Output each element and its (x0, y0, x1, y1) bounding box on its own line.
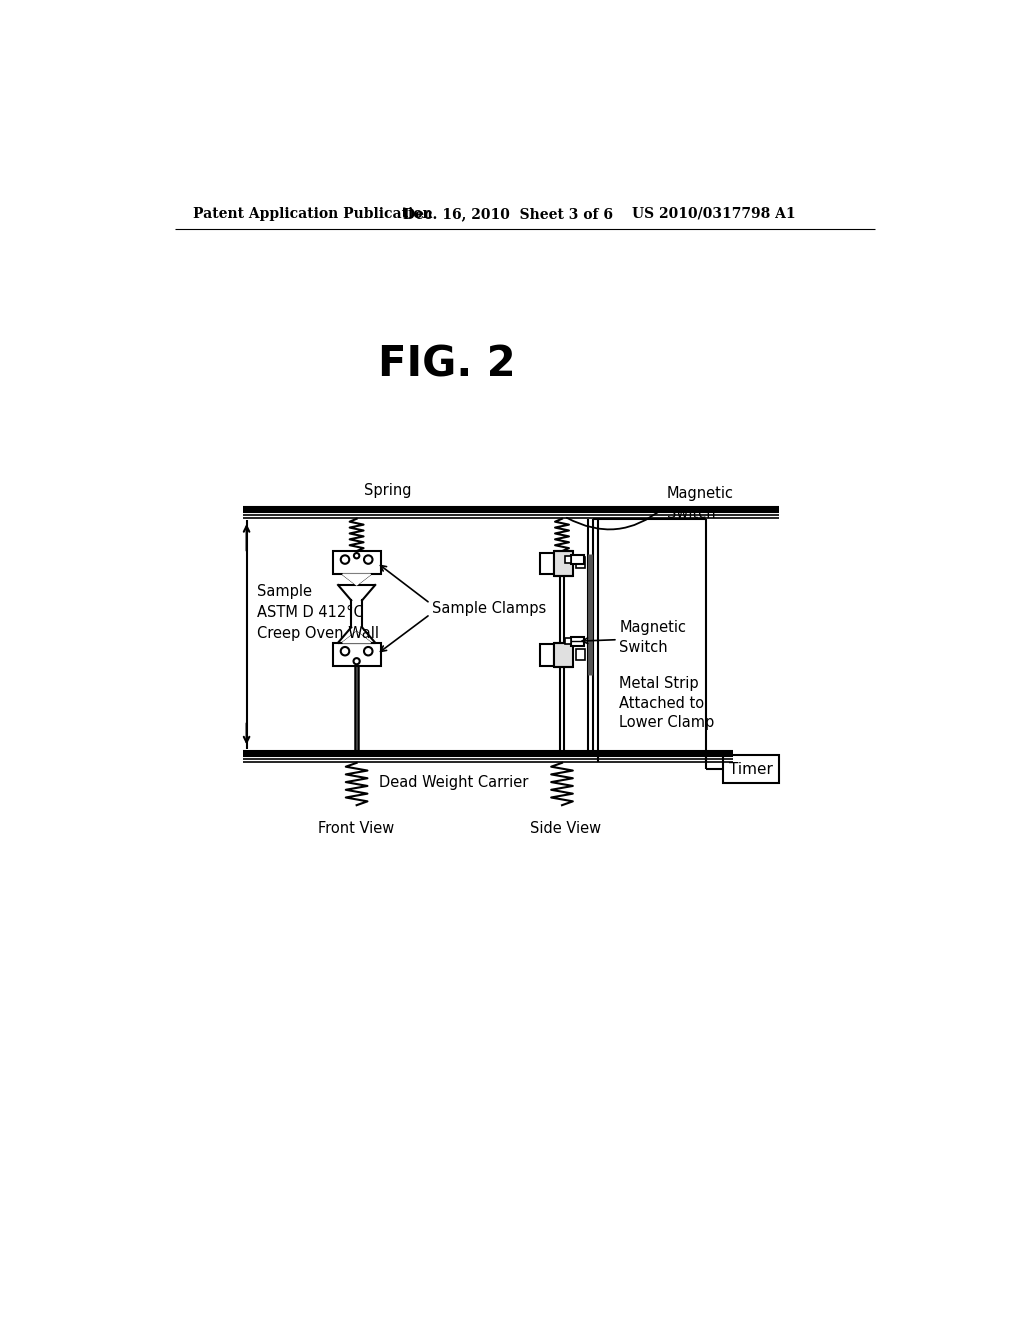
Text: Timer: Timer (729, 762, 773, 776)
Bar (571, 636, 584, 645)
Bar (575, 649, 586, 660)
Bar (333, 643, 381, 665)
Text: US 2010/0317798 A1: US 2010/0317798 A1 (632, 207, 796, 220)
Bar (565, 557, 571, 562)
Text: Front View: Front View (318, 821, 394, 836)
Text: Dead Weight Carrier: Dead Weight Carrier (379, 775, 528, 789)
Text: Metal Strip
Attached to
Lower Clamp: Metal Strip Attached to Lower Clamp (620, 676, 715, 730)
Text: Dec. 16, 2010  Sheet 3 of 6: Dec. 16, 2010 Sheet 3 of 6 (403, 207, 613, 220)
Text: Patent Application Publication: Patent Application Publication (194, 207, 433, 220)
Bar (571, 554, 584, 564)
Bar (541, 644, 554, 665)
Bar (541, 553, 554, 574)
Text: Sample Clamps: Sample Clamps (432, 602, 546, 616)
Bar (333, 552, 381, 574)
Text: Magnetic
Switch: Magnetic Switch (620, 620, 686, 655)
Bar (575, 557, 586, 568)
Text: Side View: Side View (530, 821, 601, 836)
Bar (723, 755, 779, 783)
Text: Magnetic
Switch: Magnetic Switch (667, 486, 733, 521)
Text: Spring: Spring (364, 483, 412, 498)
Text: FIG. 2: FIG. 2 (379, 343, 516, 385)
Polygon shape (343, 574, 371, 585)
Polygon shape (343, 632, 371, 643)
Bar (554, 643, 572, 668)
Text: Sample
ASTM D 412°C
Creep Oven Wall: Sample ASTM D 412°C Creep Oven Wall (257, 585, 379, 642)
Bar (554, 552, 572, 576)
Bar (565, 638, 571, 644)
